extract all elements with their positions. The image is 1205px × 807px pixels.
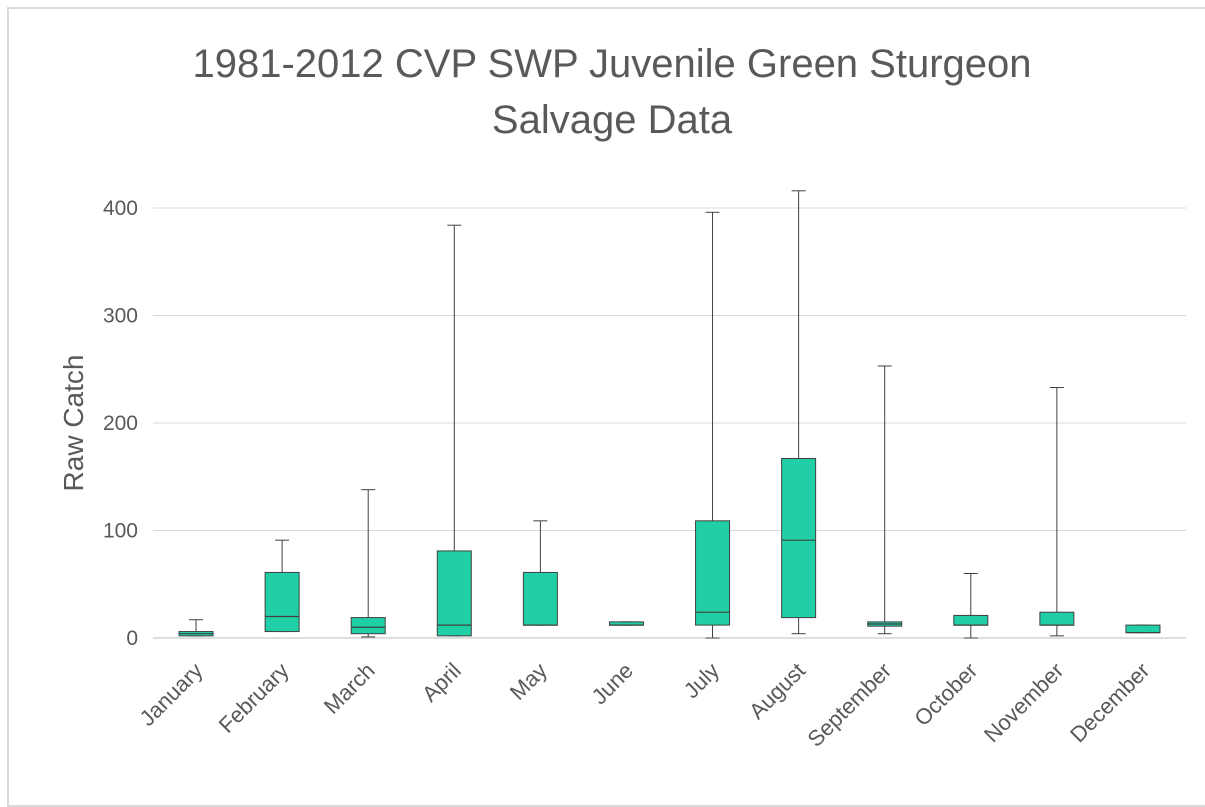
- chart-frame: [7, 7, 1205, 807]
- x-tick-label-march: March: [319, 658, 380, 719]
- gridlines: [153, 207, 1186, 639]
- box-iqr-august: [781, 457, 817, 619]
- box-iqr-october: [953, 614, 989, 626]
- y-tick-label-0: 0: [126, 627, 138, 650]
- box-iqr-november: [1039, 611, 1075, 626]
- box-june: [608, 621, 644, 626]
- x-tick-label-december: December: [1065, 658, 1154, 747]
- y-tick-labels: 0 100 200 300 400: [103, 197, 138, 650]
- x-tick-label-october: October: [909, 658, 982, 731]
- x-tick-label-august: August: [744, 658, 810, 724]
- box-may: [522, 520, 558, 626]
- x-tick-label-september: September: [802, 658, 896, 752]
- box-august: [781, 190, 817, 635]
- box-iqr-february: [264, 571, 300, 633]
- box-january: [178, 619, 214, 637]
- x-tick-label-april: April: [417, 658, 466, 707]
- box-april: [436, 224, 472, 637]
- box-march: [350, 489, 386, 638]
- chart-title-line-2: Salvage Data: [492, 98, 733, 142]
- box-october: [953, 573, 989, 639]
- box-iqr-april: [436, 550, 472, 637]
- x-tick-labels: January February March April May June July Augu…: [135, 658, 1155, 752]
- chart-title-line-1: 1981-2012 CVP SWP Juvenile Green Sturgeo…: [192, 42, 1031, 86]
- y-tick-label-300: 300: [103, 305, 138, 328]
- y-tick-label-100: 100: [103, 520, 138, 543]
- x-tick-label-may: May: [505, 658, 552, 705]
- y-tick-label-200: 200: [103, 412, 138, 435]
- x-tick-label-july: July: [679, 658, 724, 703]
- box-february: [264, 539, 300, 633]
- box-iqr-march: [350, 617, 386, 635]
- box-series: [178, 190, 1161, 639]
- x-tick-label-february: February: [214, 658, 294, 738]
- box-december: [1125, 624, 1161, 634]
- box-iqr-december: [1125, 624, 1161, 634]
- box-november: [1039, 387, 1075, 637]
- box-iqr-may: [522, 571, 558, 626]
- y-tick-label-400: 400: [103, 197, 138, 220]
- box-september: [867, 365, 903, 635]
- y-axis-label: Raw Catch: [58, 355, 89, 492]
- box-july: [695, 211, 731, 639]
- x-tick-label-june: June: [587, 658, 638, 709]
- x-tick-label-january: January: [135, 658, 208, 731]
- box-iqr-july: [695, 520, 731, 626]
- x-tick-label-november: November: [979, 658, 1068, 747]
